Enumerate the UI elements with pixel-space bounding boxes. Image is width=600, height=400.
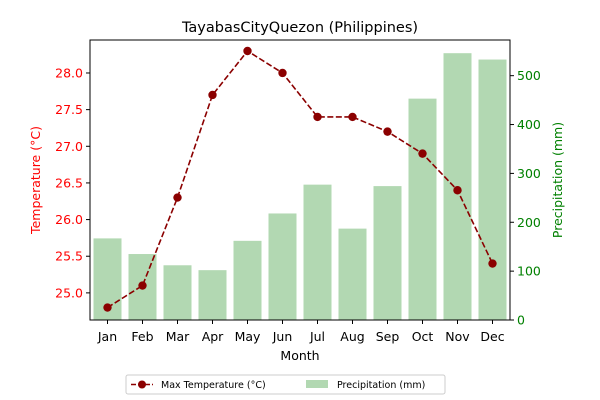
precipitation-bar-jun <box>268 213 297 320</box>
precipitation-bar-sep <box>373 186 402 320</box>
temperature-point-oct <box>418 149 427 158</box>
temperature-line <box>103 46 497 312</box>
legend-label-temperature: Max Temperature (°C) <box>161 380 266 391</box>
right-y-tick-label: 0 <box>517 313 525 328</box>
legend-box <box>125 374 446 395</box>
plot-frame <box>89 39 511 321</box>
x-tick-label-feb: Feb <box>131 329 153 344</box>
x-tick-label-apr: Apr <box>202 329 224 344</box>
x-tick-label-nov: Nov <box>445 329 470 344</box>
x-tick-label-jan: Jan <box>97 329 117 344</box>
precipitation-bars <box>93 53 507 321</box>
legend-marker-swatch <box>138 380 146 389</box>
temperature-point-may <box>243 46 252 56</box>
x-tick-label-may: May <box>235 329 261 344</box>
x-tick-label-jun: Jun <box>272 329 293 344</box>
legend: Max Temperature (°C) Precipitation (mm) <box>125 374 446 395</box>
temperature-point-jun <box>278 68 287 78</box>
temperature-point-feb <box>138 281 147 290</box>
chart-title: TayabasCityQuezon (Philippines) <box>181 20 418 36</box>
precipitation-bar-mar <box>163 265 192 320</box>
left-y-tick-label: 26.0 <box>55 212 83 227</box>
precipitation-bar-dec <box>478 59 507 320</box>
precipitation-bar-aug <box>338 228 367 320</box>
right-y-tick-label: 400 <box>517 117 541 132</box>
right-y-axis: 0 100 200 300 400 500 <box>510 68 541 328</box>
temperature-point-sep <box>383 127 392 136</box>
precipitation-bar-oct <box>408 98 437 321</box>
temperature-point-aug <box>348 112 357 122</box>
x-tick-label-dec: Dec <box>480 329 504 344</box>
temperature-point-nov <box>453 186 462 195</box>
precipitation-bar-may <box>233 240 262 320</box>
left-y-tick-label: 25.5 <box>55 249 83 264</box>
x-tick-label-jul: Jul <box>309 329 325 344</box>
right-y-axis-label: Precipitation (mm) <box>550 122 565 238</box>
temperature-point-jul <box>313 112 322 122</box>
temperature-point-apr <box>208 90 217 100</box>
right-y-tick-label: 200 <box>517 215 541 230</box>
x-tick-label-sep: Sep <box>376 329 400 344</box>
x-axis: Jan Feb Mar Apr May Jun Jul Aug Sep Oct Nov Dec <box>97 320 505 344</box>
right-y-tick-label: 300 <box>517 166 541 181</box>
precipitation-bar-jul <box>303 184 332 320</box>
temperature-point-jan <box>103 303 112 312</box>
left-y-tick-label: 26.5 <box>55 175 83 190</box>
legend-label-precipitation: Precipitation (mm) <box>337 380 425 391</box>
temperature-point-mar <box>173 193 182 202</box>
left-y-axis-label: Temperature (°C) <box>28 126 43 235</box>
left-y-tick-label: 28.0 <box>55 65 83 80</box>
left-y-tick-label: 25.0 <box>55 285 83 300</box>
right-y-tick-label: 500 <box>517 68 541 83</box>
x-axis-label: Month <box>280 348 319 363</box>
left-y-axis: 25.0 25.5 26.0 26.5 27.0 27.5 28.0 <box>55 65 90 300</box>
right-y-tick-label: 100 <box>517 264 541 279</box>
left-y-tick-label: 27.0 <box>55 139 83 154</box>
x-tick-label-oct: Oct <box>412 329 434 344</box>
x-tick-label-aug: Aug <box>340 329 364 344</box>
temperature-point-dec <box>488 259 497 268</box>
left-y-tick-label: 27.5 <box>55 102 83 117</box>
legend-bar-swatch <box>306 380 328 388</box>
x-tick-label-mar: Mar <box>166 329 190 344</box>
precipitation-bar-apr <box>198 270 227 320</box>
temperature-series-line <box>107 49 494 309</box>
